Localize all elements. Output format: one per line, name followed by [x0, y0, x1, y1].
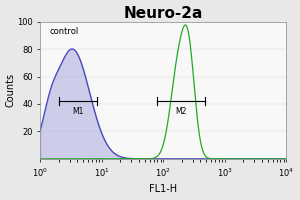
Text: control: control: [50, 27, 79, 36]
Text: M2: M2: [176, 107, 187, 116]
Text: M1: M1: [72, 107, 83, 116]
X-axis label: FL1-H: FL1-H: [149, 184, 177, 194]
Title: Neuro-2a: Neuro-2a: [124, 6, 203, 21]
Y-axis label: Counts: Counts: [6, 73, 16, 107]
